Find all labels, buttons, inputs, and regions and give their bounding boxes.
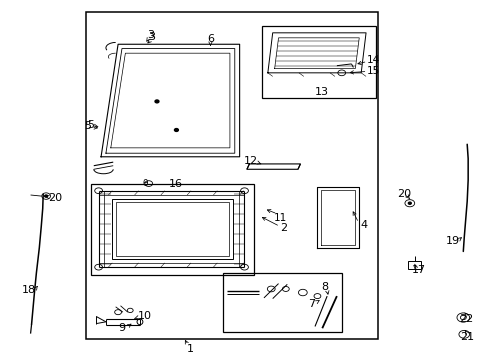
Circle shape (407, 202, 410, 204)
Circle shape (44, 195, 47, 197)
Text: 22: 22 (459, 314, 473, 324)
Text: 19: 19 (445, 237, 459, 247)
Text: 13: 13 (315, 87, 328, 98)
Text: 5: 5 (87, 120, 94, 130)
Circle shape (155, 100, 159, 103)
Text: 12: 12 (243, 157, 257, 166)
Bar (91, 184, 254, 275)
Bar (86, 12, 377, 339)
Bar (116, 202, 228, 256)
Circle shape (174, 129, 178, 131)
Text: 5: 5 (84, 121, 91, 131)
Bar (222, 273, 341, 332)
Text: 20: 20 (48, 193, 62, 203)
Text: 18: 18 (22, 285, 36, 295)
Text: 11: 11 (273, 212, 286, 222)
Text: 15: 15 (366, 66, 379, 76)
Text: 14: 14 (366, 55, 379, 65)
Text: 1: 1 (186, 343, 193, 354)
Text: 9: 9 (118, 323, 125, 333)
Text: 20: 20 (396, 189, 410, 199)
Text: θ: θ (142, 179, 147, 188)
Text: 2: 2 (279, 223, 286, 233)
Text: 17: 17 (411, 265, 425, 275)
Text: 3: 3 (148, 32, 155, 42)
Text: 3: 3 (147, 30, 154, 40)
Text: 7: 7 (307, 299, 315, 309)
Bar (112, 199, 232, 259)
Text: 10: 10 (138, 311, 151, 321)
Text: 6: 6 (206, 34, 214, 44)
Bar (261, 26, 375, 98)
Text: 21: 21 (459, 332, 473, 342)
Bar (407, 261, 421, 269)
Text: 16: 16 (168, 179, 182, 189)
Text: 8: 8 (321, 282, 327, 292)
Text: 4: 4 (359, 220, 366, 230)
